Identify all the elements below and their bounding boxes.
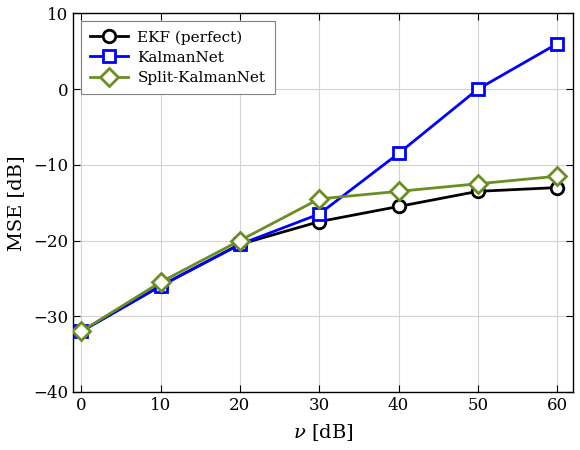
- KalmanNet: [554, 41, 561, 46]
- EKF (perfect): [157, 283, 164, 288]
- Y-axis label: MSE [dB]: MSE [dB]: [7, 155, 25, 251]
- Split-KalmanNet: [474, 181, 481, 186]
- Split-KalmanNet: [395, 189, 402, 194]
- KalmanNet: [237, 242, 244, 247]
- KalmanNet: [316, 212, 322, 217]
- KalmanNet: [78, 328, 85, 334]
- EKF (perfect): [237, 242, 244, 247]
- Line: Split-KalmanNet: Split-KalmanNet: [75, 170, 563, 338]
- X-axis label: $\nu$ [dB]: $\nu$ [dB]: [293, 422, 353, 443]
- KalmanNet: [395, 151, 402, 156]
- EKF (perfect): [395, 204, 402, 209]
- Line: EKF (perfect): EKF (perfect): [75, 181, 563, 338]
- EKF (perfect): [78, 328, 85, 334]
- Legend: EKF (perfect), KalmanNet, Split-KalmanNet: EKF (perfect), KalmanNet, Split-KalmanNe…: [81, 21, 274, 94]
- Split-KalmanNet: [554, 174, 561, 179]
- EKF (perfect): [316, 219, 322, 225]
- Split-KalmanNet: [157, 279, 164, 285]
- Line: KalmanNet: KalmanNet: [75, 37, 563, 338]
- Split-KalmanNet: [316, 196, 322, 202]
- EKF (perfect): [554, 185, 561, 190]
- EKF (perfect): [474, 189, 481, 194]
- Split-KalmanNet: [78, 328, 85, 334]
- KalmanNet: [157, 283, 164, 288]
- KalmanNet: [474, 86, 481, 92]
- Split-KalmanNet: [237, 238, 244, 243]
